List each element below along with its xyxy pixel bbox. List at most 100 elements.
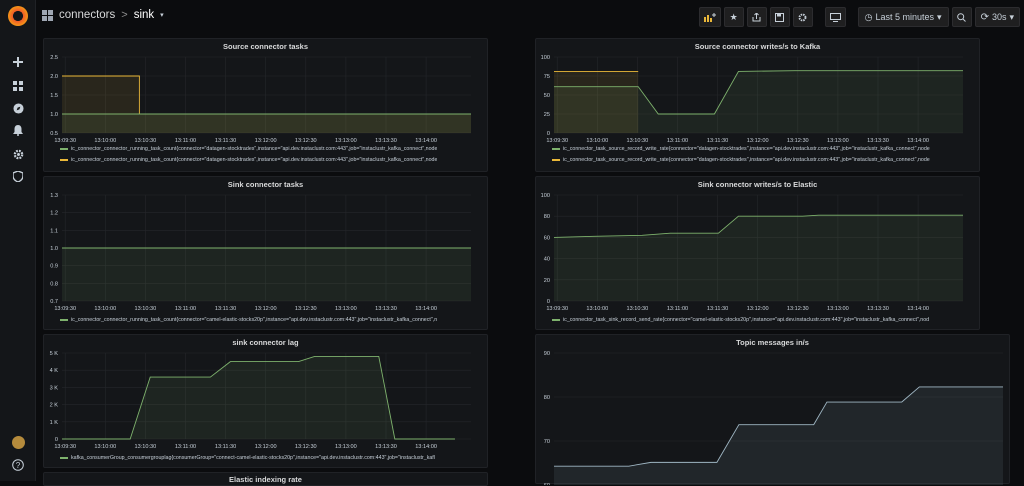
x-tick-label: 13:13:00: [335, 444, 357, 450]
save-button[interactable]: [769, 7, 790, 27]
alerting-bell-icon[interactable]: [0, 120, 36, 140]
legend-item[interactable]: kafka_consumerGroup_consumergrouplag{con…: [60, 455, 435, 461]
x-tick-label: 13:10:00: [586, 138, 608, 144]
panel-topic-messages[interactable]: Topic messages in/s 60 70 80 90: [535, 334, 1010, 485]
legend-swatch: [552, 319, 560, 321]
y-tick-label: 1.3: [50, 193, 58, 199]
y-tick-label: 0.9: [50, 264, 58, 270]
side-menu: ?: [0, 0, 36, 481]
x-tick-label: 13:10:30: [627, 306, 649, 312]
x-tick-label: 13:11:00: [175, 444, 196, 450]
panel-title[interactable]: Source connector writes/s to Kafka: [694, 42, 821, 51]
y-tick-label: 3 K: [50, 385, 59, 391]
panel-sink-connector-writes[interactable]: Sink connector writes/s to Elastic 0 20 40…: [535, 176, 980, 330]
dashboard-title[interactable]: sink: [133, 9, 155, 21]
create-plus-icon[interactable]: [0, 52, 36, 72]
y-tick-label: 100: [541, 193, 550, 199]
y-tick-label: 100: [541, 55, 550, 61]
legend-item[interactable]: ic_connector_connector_running_task_coun…: [60, 157, 437, 163]
chart-sink-connector-tasks: 0.7 0.8 0.9 1.0 1.1 1.2 1.3 13:09:30 13:10:00 13:…: [50, 193, 471, 312]
dashboard-grid-icon: [42, 9, 53, 21]
star-button[interactable]: ★: [723, 7, 744, 27]
x-tick-label: 13:10:30: [627, 138, 649, 144]
x-tick-label: 13:13:30: [375, 138, 397, 144]
y-tick-label: 0: [547, 299, 550, 305]
x-tick-label: 13:11:30: [215, 444, 236, 450]
y-tick-label: 4 K: [50, 368, 59, 374]
y-tick-label: 90: [544, 351, 550, 357]
y-tick-label: 70: [544, 439, 550, 445]
breadcrumb-folder[interactable]: connectors: [59, 9, 116, 21]
legend-item[interactable]: ic_connector_task_source_record_write_ra…: [552, 157, 930, 163]
dashboard-navbar: connectors > sink ▾ ★ ◷ Last 5 minutes ▾: [36, 0, 1024, 34]
series-area: [554, 70, 963, 133]
add-panel-button[interactable]: [698, 7, 721, 27]
x-tick-label: 13:10:00: [94, 444, 116, 450]
panel-title[interactable]: Sink connector tasks: [227, 180, 304, 189]
legend-swatch: [60, 457, 68, 459]
caret-down-icon: ▾: [937, 11, 942, 22]
x-tick-label: 13:13:30: [867, 306, 889, 312]
panel-elastic-indexing-rate[interactable]: Elastic indexing rate: [43, 472, 488, 486]
legend-item[interactable]: ic_connector_task_sink_record_send_rate{…: [552, 317, 929, 323]
y-tick-label: 80: [544, 395, 550, 401]
panel-title[interactable]: sink connector lag: [232, 338, 299, 347]
y-tick-label: 60: [544, 483, 550, 485]
panel-source-connector-tasks[interactable]: Source connector tasks 0.5 1.0 1.5 2.0 2.5 13…: [43, 38, 488, 172]
legend-label: ic_connector_connector_running_task_coun…: [71, 157, 438, 163]
y-tick-label: 25: [544, 112, 550, 118]
x-tick-label: 13:14:00: [907, 306, 929, 312]
grafana-logo-icon[interactable]: [8, 6, 28, 26]
server-admin-shield-icon[interactable]: [0, 166, 36, 186]
legend-swatch: [552, 148, 560, 150]
panel-sink-connector-lag[interactable]: sink connector lag 0 1 K 2 K 3 K 4 K 5 K 13:09…: [43, 334, 488, 468]
panel-title[interactable]: Topic messages in/s: [736, 338, 809, 347]
x-tick-label: 13:11:00: [175, 138, 196, 144]
x-tick-label: 13:13:00: [827, 306, 849, 312]
y-tick-label: 75: [544, 74, 550, 80]
panel-sink-connector-tasks[interactable]: Sink connector tasks 0.7 0.8 0.9 1.0 1.1 1.2 1…: [43, 176, 488, 330]
x-tick-label: 13:11:30: [215, 138, 236, 144]
refresh-interval[interactable]: 30s: [991, 12, 1007, 22]
y-tick-label: 1.1: [50, 228, 58, 234]
y-tick-label: 1 K: [50, 420, 59, 426]
legend-item[interactable]: ic_connector_connector_running_task_coun…: [60, 317, 437, 323]
legend-swatch: [60, 148, 68, 150]
x-tick-label: 13:14:00: [415, 444, 437, 450]
configuration-gear-icon[interactable]: [0, 144, 36, 164]
series-area: [62, 114, 471, 133]
panel-title[interactable]: Source connector tasks: [222, 42, 309, 51]
y-tick-label: 1.5: [50, 93, 58, 99]
x-tick-label: 13:12:00: [255, 306, 277, 312]
user-avatar[interactable]: [0, 432, 36, 452]
caret-down-icon[interactable]: ▾: [160, 12, 164, 19]
x-tick-label: 13:11:00: [175, 306, 196, 312]
y-tick-label: 40: [544, 257, 550, 263]
panel-title[interactable]: Sink connector writes/s to Elastic: [697, 180, 818, 189]
settings-gear-button[interactable]: [792, 7, 813, 27]
chart-source-connector-tasks: 0.5 1.0 1.5 2.0 2.5 13:09:30 13:10:00 13:10:30 1…: [50, 55, 471, 144]
x-tick-label: 13:13:30: [375, 444, 397, 450]
x-tick-label: 13:12:30: [295, 444, 317, 450]
legend-label: ic_connector_connector_running_task_coun…: [71, 317, 438, 323]
series-line: [554, 70, 963, 115]
share-button[interactable]: [746, 7, 767, 27]
panel-source-connector-writes[interactable]: Source connector writes/s to Kafka 0 25 50…: [535, 38, 980, 172]
x-tick-label: 13:14:00: [907, 138, 929, 144]
time-range-label: Last 5 minutes: [875, 12, 935, 22]
explore-compass-icon[interactable]: [0, 98, 36, 118]
refresh-button[interactable]: ⟳ 30s ▾: [974, 7, 1020, 27]
legend-item[interactable]: ic_connector_connector_running_task_coun…: [60, 146, 437, 152]
zoom-out-button[interactable]: [951, 7, 972, 27]
time-picker-button[interactable]: ◷ Last 5 minutes ▾: [857, 7, 949, 27]
help-icon[interactable]: ?: [0, 455, 36, 475]
y-tick-label: 1.0: [50, 112, 58, 118]
dashboards-icon[interactable]: [0, 76, 36, 96]
cycle-view-mode-button[interactable]: [824, 7, 846, 27]
chart-sink-connector-writes: 0 20 40 60 80 100 13:09:30 13:10:00 13:10:30 13:1…: [541, 193, 963, 312]
chart-source-connector-writes: 0 25 50 75 100 13:09:30 13:10:00 13:10:30 13:11:…: [541, 55, 963, 144]
legend-item[interactable]: ic_connector_task_source_record_write_ra…: [552, 146, 930, 152]
y-tick-label: 2 K: [50, 403, 59, 409]
x-tick-label: 13:10:30: [135, 306, 157, 312]
panel-title[interactable]: Elastic indexing rate: [229, 475, 302, 484]
